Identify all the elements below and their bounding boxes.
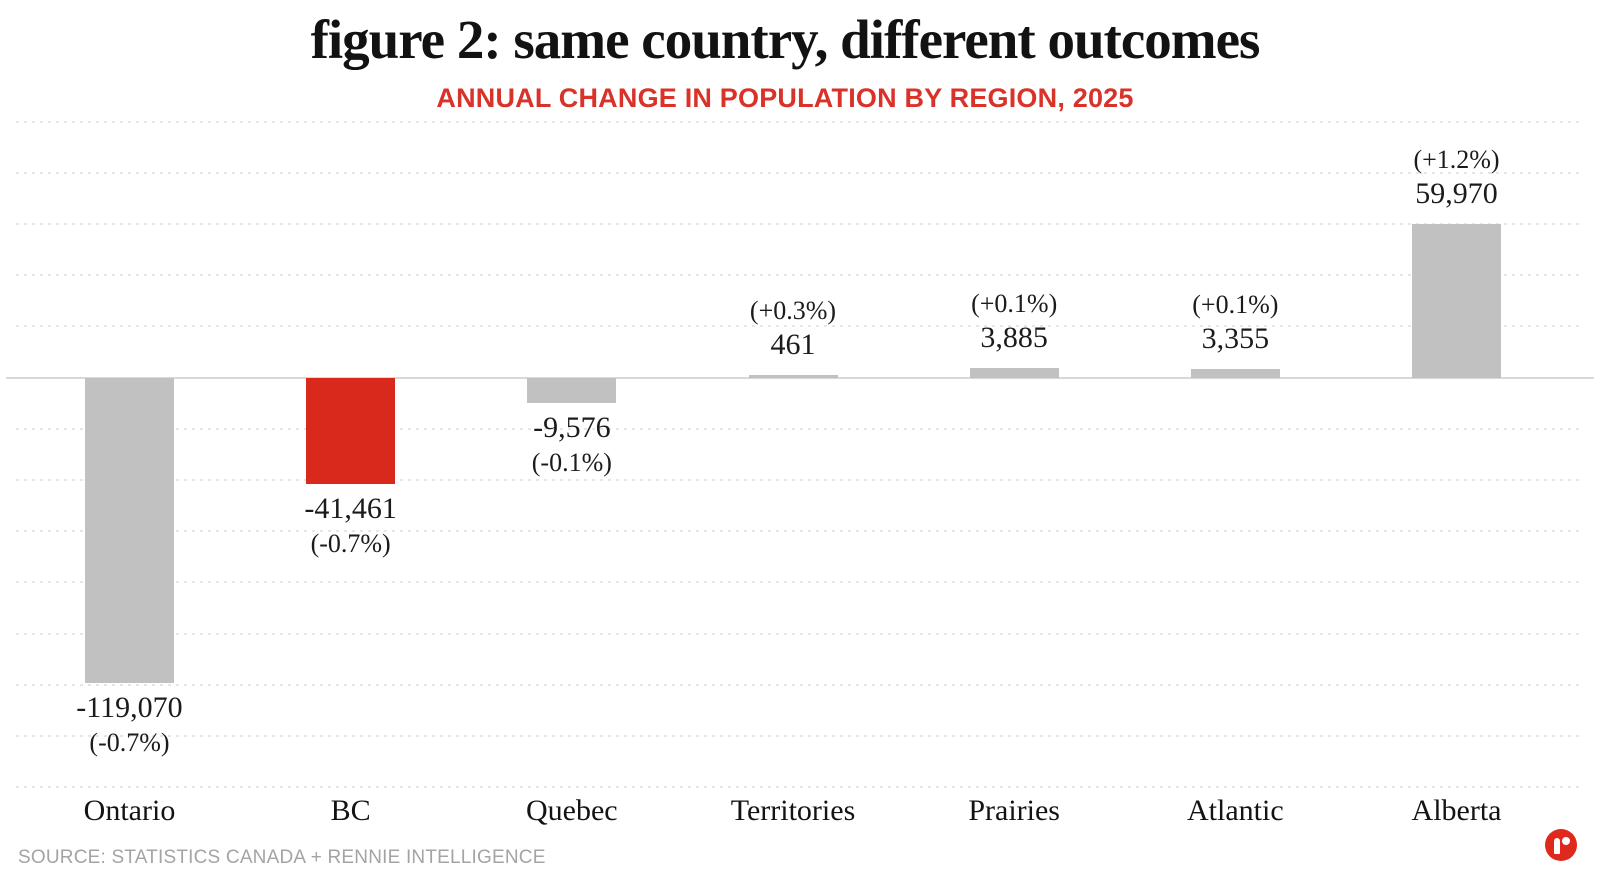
bar-labels-bc: -41,461 (-0.7%) <box>240 491 461 560</box>
percent-label: (+1.2%) <box>1413 144 1500 174</box>
zero-axis-line <box>6 376 1594 379</box>
gridline <box>16 530 1584 533</box>
percent-label: (-0.1%) <box>531 447 612 477</box>
bar-atlantic <box>1190 368 1280 378</box>
value-label: -41,461 <box>304 491 397 525</box>
gridline <box>16 171 1584 174</box>
value-label: 59,970 <box>1415 176 1498 210</box>
bar-labels-alberta: (+1.2%) 59,970 <box>1346 143 1567 212</box>
percent-label: (-0.7%) <box>310 528 391 558</box>
category-label-territories: Territories <box>730 794 856 827</box>
gridline <box>16 786 1584 789</box>
chart-subtitle: ANNUAL CHANGE IN POPULATION BY REGION, 2… <box>436 83 1134 113</box>
percent-label: (+0.1%) <box>971 288 1058 318</box>
percent-label: (+0.3%) <box>749 295 837 325</box>
value-label: -9,576 <box>533 410 611 444</box>
percent-label: (+0.1%) <box>1192 289 1279 319</box>
bar-labels-territories: (+0.3%) 461 <box>683 294 904 363</box>
value-label: 3,885 <box>980 320 1048 354</box>
bar-labels-ontario: -119,070 (-0.7%) <box>19 690 240 759</box>
gridline <box>16 478 1584 481</box>
gridline <box>16 683 1584 686</box>
bar-bc <box>306 377 396 484</box>
gridline <box>16 427 1584 430</box>
percent-label: (-0.7%) <box>89 727 170 757</box>
category-label-quebec: Quebec <box>526 794 618 827</box>
category-label-ontario: Ontario <box>83 794 176 827</box>
source-note: SOURCE: STATISTICS CANADA + RENNIE INTEL… <box>18 847 546 868</box>
category-label-alberta: Alberta <box>1411 794 1502 827</box>
bar-labels-prairies: (+0.1%) 3,885 <box>904 287 1125 356</box>
gridline <box>16 632 1584 635</box>
logo-r-dot <box>1562 837 1570 845</box>
bar-labels-atlantic: (+0.1%) 3,355 <box>1125 288 1346 357</box>
bar-ontario <box>85 377 174 683</box>
value-label: 3,355 <box>1201 321 1270 355</box>
bar-territories <box>748 374 838 378</box>
gridline <box>16 222 1584 225</box>
gridline <box>16 581 1584 584</box>
gridline <box>16 274 1584 277</box>
gridline <box>16 325 1584 328</box>
bar-quebec <box>527 377 617 403</box>
rennie-logo <box>1545 829 1577 861</box>
bar-prairies <box>969 367 1059 378</box>
category-label-prairies: Prairies <box>968 794 1060 827</box>
category-label-atlantic: Atlantic <box>1187 794 1284 827</box>
bar-alberta <box>1412 223 1502 378</box>
logo-r-glyph <box>1554 838 1560 854</box>
page-title: figure 2: same country, different outcom… <box>310 9 1261 70</box>
bar-labels-quebec: -9,576 (-0.1%) <box>461 410 682 479</box>
value-label: -119,070 <box>76 690 183 724</box>
value-label: 461 <box>770 327 816 361</box>
category-label-bc: BC <box>330 794 371 827</box>
gridline <box>16 734 1584 737</box>
gridline <box>16 120 1584 123</box>
